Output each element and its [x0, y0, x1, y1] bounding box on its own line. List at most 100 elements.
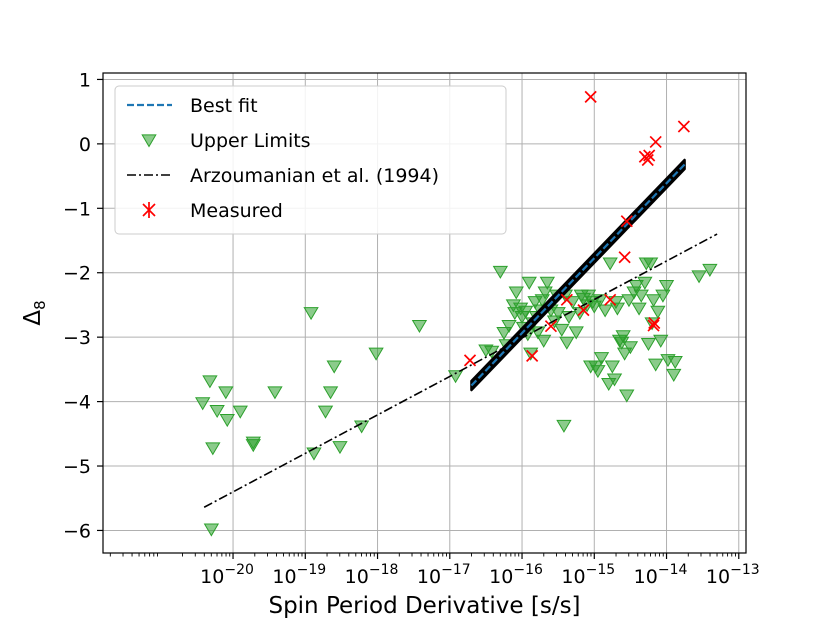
measured-marker-stroke: [584, 90, 597, 103]
x-tick-label-base: 10: [634, 566, 658, 588]
upper-limit-marker: [633, 289, 649, 303]
x-tick-label-exponent: −20: [224, 562, 254, 578]
arzoumanian-line: [203, 233, 718, 508]
measured-marker-stroke: [649, 135, 662, 149]
x-tick-label: 10−17: [417, 562, 471, 588]
upper-limit-marker: [303, 307, 319, 321]
y-axis-label-sub: 8: [31, 300, 49, 310]
upper-limit-marker: [604, 360, 621, 374]
y-tick-label: 1: [79, 69, 91, 91]
legend-measured-swatch: [142, 202, 156, 218]
measured-marker-stroke: [463, 354, 477, 367]
upper-limit-marker: [326, 360, 342, 374]
upper-limit-marker: [245, 439, 261, 453]
upper-limit-marker: [447, 370, 464, 384]
upper-limit-marker: [550, 307, 566, 321]
upper-limit-marker: [691, 270, 707, 284]
upper-limit-marker: [602, 257, 618, 271]
legend-label-arzoumanian: Arzoumanian et al. (1994): [190, 165, 439, 187]
x-tick-label: 10−18: [345, 562, 399, 588]
upper-limit-marker: [645, 294, 662, 308]
measured-marker-stroke: [647, 319, 660, 332]
upper-limit-marker: [637, 276, 653, 290]
series-layer: [195, 90, 718, 537]
measured-marker-stroke: [648, 316, 661, 330]
upper-limit-marker: [616, 347, 633, 361]
measured-marker-stroke: [544, 320, 558, 333]
upper-limit-marker: [628, 280, 644, 294]
x-tick-label: 10−13: [706, 562, 760, 588]
upper-limit-marker: [539, 276, 555, 290]
x-tick-label-base: 10: [706, 566, 730, 588]
x-axis-label: Spin Period Derivative [s/s]: [268, 593, 580, 619]
measured-marker-stroke: [526, 349, 539, 362]
x-tick-label-base: 10: [561, 566, 585, 588]
upper-limit-marker: [586, 300, 602, 314]
x-tick-label-exponent: −18: [369, 562, 399, 578]
upper-limit-marker: [642, 257, 659, 271]
upper-limit-marker: [619, 389, 635, 403]
upper-limit-marker: [658, 280, 675, 294]
x-tick-label: 10−14: [634, 562, 688, 588]
measured-marker: [560, 293, 573, 306]
upper-limit-marker: [640, 338, 657, 352]
x-tick-label-exponent: −19: [297, 562, 327, 578]
x-tick-label-exponent: −14: [658, 562, 688, 578]
upper-limit-marker: [267, 386, 283, 400]
upper-limit-marker: [666, 368, 682, 382]
y-tick-label: −5: [63, 456, 91, 478]
upper-limit-marker: [631, 302, 647, 316]
upper-limit-marker: [593, 352, 610, 366]
measured-marker-stroke: [643, 149, 656, 162]
measured-marker: [526, 349, 539, 362]
measured-marker-stroke: [620, 215, 633, 228]
upper-limit-marker: [648, 358, 664, 372]
y-tick-label: −1: [63, 198, 91, 220]
legend-measured-stroke: [142, 203, 156, 217]
upper-limit-marker: [517, 305, 534, 319]
upper-limit-marker: [667, 356, 683, 370]
upper-limit-marker: [209, 405, 225, 419]
upper-limit-marker: [609, 302, 626, 316]
measured-marker-stroke: [560, 293, 573, 306]
upper-limit-marker: [492, 265, 509, 279]
upper-limit-marker: [218, 386, 234, 400]
upper-limit-marker: [508, 286, 524, 300]
upper-limit-marker: [205, 442, 221, 456]
upper-limit-marker: [496, 327, 512, 341]
upper-limit-marker: [195, 397, 211, 411]
legend-label-best-fit: Best fit: [190, 95, 258, 117]
measured-marker-stroke: [677, 120, 690, 133]
measured-marker: [677, 120, 690, 133]
y-axis-label-main: Δ: [20, 310, 46, 326]
upper-limit-marker: [556, 419, 572, 433]
measured-marker-stroke: [638, 150, 651, 163]
upper-limit-marker: [615, 330, 631, 344]
measured-marker: [618, 251, 631, 264]
upper-limit-marker: [232, 405, 248, 419]
upper-limit-marker: [501, 319, 517, 334]
upper-limit-marker: [568, 326, 584, 340]
measured-marker: [463, 354, 477, 367]
y-tick-label: −3: [63, 327, 91, 349]
measured-marker: [647, 319, 660, 332]
measured-marker: [604, 293, 617, 306]
measured-marker: [649, 135, 662, 149]
legend-label-upper-limits: Upper Limits: [190, 130, 311, 152]
legend-label-measured: Measured: [190, 200, 283, 222]
upper-limit-marker: [650, 305, 666, 319]
measured-marker-stroke: [618, 251, 631, 264]
measured-marker-stroke: [577, 303, 590, 317]
y-tick-label: −4: [63, 392, 91, 414]
measured-marker: [620, 215, 633, 228]
upper-limit-marker: [559, 336, 575, 350]
x-tick-label-base: 10: [200, 566, 224, 588]
measured-marker: [584, 90, 597, 103]
measured-marker: [638, 150, 651, 163]
x-tick-label: 10−20: [200, 562, 254, 588]
upper-limit-marker: [203, 523, 220, 537]
measured-marker: [648, 316, 661, 330]
legend: Best fit Upper Limits Arzoumanian et al. (…: [114, 85, 507, 235]
x-tick-label-exponent: −13: [730, 562, 760, 578]
x-tick-label: 10−19: [272, 562, 326, 588]
